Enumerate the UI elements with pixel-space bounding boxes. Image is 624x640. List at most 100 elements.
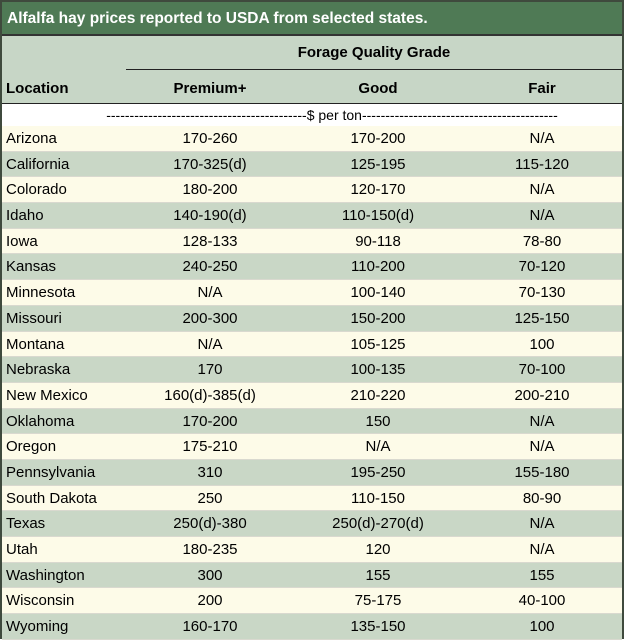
unit-label: ----------------------------------------… — [2, 104, 622, 126]
premium-cell: N/A — [197, 284, 223, 302]
table-row: Texas 250(d)-380 250(d)-270(d) N/A — [2, 511, 622, 537]
location-cell: Washington — [6, 566, 85, 584]
good-cell: 195-250 — [350, 463, 406, 481]
premium-cell: 175-210 — [182, 438, 238, 456]
good-cell: N/A — [365, 438, 391, 456]
fair-cell: 40-100 — [518, 592, 566, 610]
location-cell: Pennsylvania — [6, 463, 96, 481]
fair-cell: 70-120 — [518, 258, 566, 276]
premium-cell: 160-170 — [182, 618, 238, 636]
premium-cell: 170 — [197, 361, 223, 379]
good-cell: 100-140 — [350, 284, 406, 302]
table-row: Iowa 128-133 90-118 78-80 — [2, 228, 622, 255]
good-cell: 210-220 — [350, 386, 406, 404]
good-cell: 155 — [365, 566, 391, 584]
fair-cell: 125-150 — [514, 309, 570, 327]
fair-cell: 78-80 — [522, 232, 562, 250]
premium-header: Premium+ — [173, 80, 247, 97]
location-cell: New Mexico — [6, 386, 88, 404]
premium-cell: N/A — [197, 335, 223, 353]
table-row: Colorado 180-200 120-170 N/A — [2, 177, 622, 204]
good-cell: 170-200 — [350, 130, 406, 147]
fair-cell: 100 — [529, 618, 555, 636]
location-cell: California — [6, 155, 70, 173]
premium-cell: 170-325(d) — [173, 155, 247, 173]
table-body: Arizona 170-260 170-200 N/A California 170-32… — [2, 126, 622, 640]
fair-cell: 70-100 — [518, 361, 566, 379]
premium-cell: 180-235 — [182, 541, 238, 558]
table-row: California 170-325(d) 125-195 115-120 — [2, 151, 622, 178]
fair-cell: N/A — [529, 181, 555, 199]
location-cell: Texas — [6, 515, 46, 533]
location-cell: Iowa — [6, 232, 38, 250]
location-cell: Arizona — [6, 130, 57, 147]
premium-cell: 180-200 — [182, 181, 238, 199]
good-cell: 105-125 — [350, 335, 406, 353]
table-header: Location Forage Quality Grade Premium+ G… — [2, 36, 622, 104]
location-cell: Missouri — [6, 309, 62, 327]
table-row: Missouri 200-300 150-200 125-150 — [2, 305, 622, 332]
location-cell: Utah — [6, 541, 38, 558]
location-cell: Wyoming — [6, 618, 69, 636]
good-cell: 110-150(d) — [341, 207, 415, 225]
table-row: Washington 300 155 155 — [2, 562, 622, 589]
location-cell: Colorado — [6, 181, 67, 199]
table-row: Nebraska 170 100-135 70-100 — [2, 357, 622, 383]
good-cell: 150-200 — [350, 309, 406, 327]
table-row: Wyoming 160-170 135-150 100 — [2, 614, 622, 640]
table-row: Oregon 175-210 N/A N/A — [2, 434, 622, 460]
premium-cell: 240-250 — [182, 258, 238, 276]
table-row: Montana N/A 105-125 100 — [2, 331, 622, 358]
good-cell: 90-118 — [355, 232, 401, 250]
good-cell: 150 — [365, 412, 391, 430]
table-row: New Mexico 160(d)-385(d) 210-220 200-210 — [2, 382, 622, 409]
premium-cell: 200-300 — [182, 309, 238, 327]
table-row: Kansas 240-250 110-200 70-120 — [2, 254, 622, 281]
premium-cell: 300 — [197, 566, 223, 584]
table-title: Alfalfa hay prices reported to USDA from… — [2, 2, 622, 36]
good-cell: 75-175 — [354, 592, 402, 610]
premium-cell: 200 — [197, 592, 223, 610]
location-cell: Nebraska — [6, 361, 71, 379]
good-cell: 120 — [365, 541, 391, 558]
fair-cell: N/A — [529, 541, 555, 558]
location-header: Location — [6, 80, 69, 97]
good-cell: 100-135 — [350, 361, 406, 379]
fair-cell: 155 — [529, 566, 555, 584]
location-cell: Oklahoma — [6, 412, 75, 430]
location-cell: South Dakota — [6, 489, 97, 507]
good-cell: 110-200 — [351, 258, 405, 276]
group-divider — [126, 69, 622, 70]
good-cell: 110-150 — [351, 489, 405, 507]
table-row: Arizona 170-260 170-200 N/A — [2, 126, 622, 152]
good-cell: 120-170 — [350, 181, 406, 199]
premium-cell: 310 — [197, 463, 223, 481]
grade-group-header: Forage Quality Grade — [297, 44, 451, 61]
location-cell: Idaho — [6, 207, 44, 225]
location-cell: Wisconsin — [6, 592, 75, 610]
fair-cell: N/A — [529, 515, 555, 533]
table-row: Oklahoma 170-200 150 N/A — [2, 408, 622, 435]
location-cell: Montana — [6, 335, 65, 353]
premium-cell: 250 — [197, 489, 223, 507]
fair-cell: 200-210 — [514, 386, 570, 404]
table-row: South Dakota 250 110-150 80-90 — [2, 485, 622, 512]
good-header: Good — [358, 80, 398, 97]
table-row: Pennsylvania 310 195-250 155-180 — [2, 459, 622, 486]
fair-cell: 70-130 — [518, 284, 566, 302]
table-row: Idaho 140-190(d) 110-150(d) N/A — [2, 203, 622, 229]
fair-cell: N/A — [529, 438, 555, 456]
fair-cell: N/A — [529, 130, 555, 147]
fair-cell: N/A — [529, 412, 555, 430]
premium-cell: 170-260 — [182, 130, 238, 147]
fair-cell: 115-120 — [515, 155, 569, 173]
table-row: Wisconsin 200 75-175 40-100 — [2, 588, 622, 615]
good-cell: 125-195 — [350, 155, 406, 173]
fair-cell: N/A — [529, 207, 555, 225]
location-cell: Oregon — [6, 438, 57, 456]
fair-cell: 80-90 — [522, 489, 562, 507]
fair-cell: 100 — [529, 335, 555, 353]
premium-cell: 250(d)-380 — [173, 515, 247, 533]
premium-cell: 170-200 — [182, 412, 238, 430]
